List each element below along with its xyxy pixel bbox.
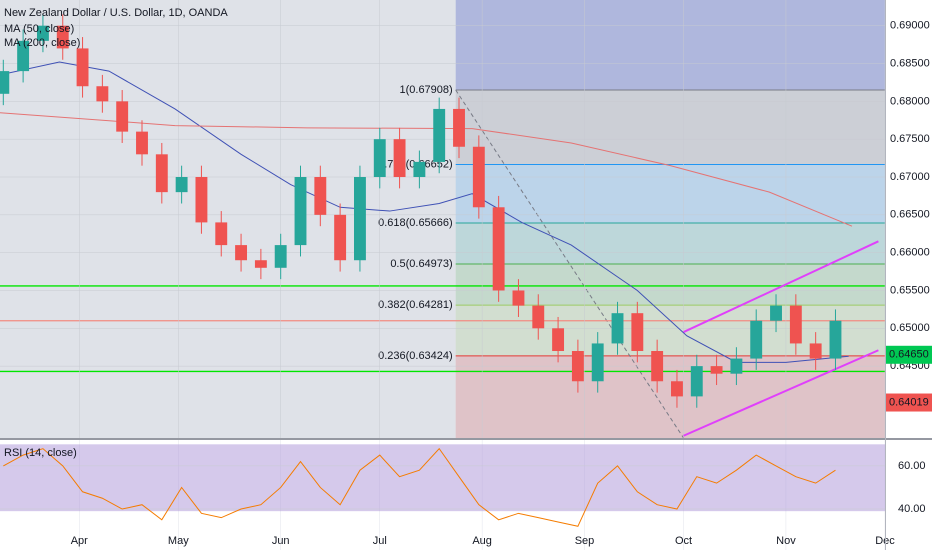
x-tick-label: Apr [71,535,88,547]
candle-body [0,71,10,94]
x-tick-label: Jun [272,535,290,547]
rsi-title: RSI (14, close) [4,447,77,459]
fib-top-zone [455,0,885,91]
y-tick-label: 0.66500 [890,209,930,221]
candle-body [314,177,327,215]
candle-body [789,305,802,344]
candle-body [235,245,248,261]
candle-body [274,245,287,268]
moving-average [0,112,853,227]
candle-body [96,86,109,102]
x-tick-label: Jul [373,535,387,547]
candle-body [413,161,426,178]
fib-trend-line [455,89,684,438]
y-tick-label: 0.67000 [890,171,930,183]
candle-body [294,177,307,246]
y-tick-label: 0.65500 [890,284,930,296]
overlay: 0.69000 0.68500 0.68000 0.67500 0.67000 0.665… [4,7,932,547]
candle-body [433,108,446,162]
price-tag-label: 0.64019 [889,396,929,408]
rsi-band [0,444,885,512]
y-tick-label: 0.69000 [890,20,930,32]
x-tick-label: Aug [472,535,492,547]
candle-body [354,177,366,261]
candle-body [17,40,30,72]
candle-body [155,154,168,193]
candle-body [651,351,664,382]
y-tick-label: 40.00 [898,503,926,515]
y-tick-label: 0.65000 [890,322,930,334]
candle-body [215,222,228,246]
x-tick-label: Nov [776,535,796,547]
candle-body [393,139,406,178]
candle-body [373,139,386,178]
candle-body [770,305,782,321]
candle-body [631,313,644,352]
x-tick-label: May [168,535,189,547]
fib-band [455,355,885,438]
candle-body [136,131,148,155]
candle-body [552,328,565,352]
candle-body [750,320,763,359]
y-tick-label: 60.00 [898,460,926,472]
chart-title: New Zealand Dollar / U.S. Dollar, 1D, OA… [4,7,228,19]
candle-body [809,343,822,359]
fib-level-label: 0.618(0.65666) [378,217,453,229]
y-tick-label: 0.68000 [890,95,930,107]
candle-body [453,108,465,147]
candle-body [512,290,525,306]
legend-entry: MA (200, close) [4,37,80,49]
candle-body [829,320,842,359]
candle-body [56,25,69,49]
candle-body [591,343,604,382]
y-tick-label: 0.67500 [890,133,930,145]
rsi-plot [0,440,885,550]
fib-band [455,164,885,223]
moving-average [0,61,849,363]
candle-body [730,358,743,374]
fib-band [455,90,885,165]
candle-body [571,351,584,382]
fib-band [455,222,885,265]
price-tag-label: 0.64650 [889,349,929,361]
candle-body [334,214,347,261]
legend-entry: MA (50, close) [4,23,74,35]
candle-body [532,305,545,329]
y-tick-label: 0.68500 [890,57,930,69]
y-tick-label: 0.66000 [890,247,930,259]
candle-body [116,101,129,132]
candle-body [76,48,89,87]
channel-line [683,240,879,333]
rsi-line [3,447,836,527]
candle-body [690,366,703,397]
fib-level-label: 1(0.67908) [399,84,452,96]
channel-line [683,349,879,437]
candle-body [472,146,485,208]
candle-body [36,25,49,41]
main-plot: 1(0.67908)0.786(0.66652)0.618(0.65666)0.… [0,0,885,438]
candle-body [611,313,624,344]
candle-body [492,207,505,291]
x-tick-label: Sep [575,535,595,547]
fib-level-label: 0.5(0.64973) [390,258,452,270]
candle-body [254,260,267,268]
fib-level-label: 0.382(0.64281) [378,299,453,311]
candle-body [671,381,683,397]
candle-body [710,366,723,374]
fib-level-label: 0.236(0.63424) [378,350,453,362]
candle-body [195,177,208,223]
price-tag [886,345,932,364]
x-tick-label: Oct [675,535,692,547]
candle-body [175,177,188,193]
price-tag [886,393,932,412]
